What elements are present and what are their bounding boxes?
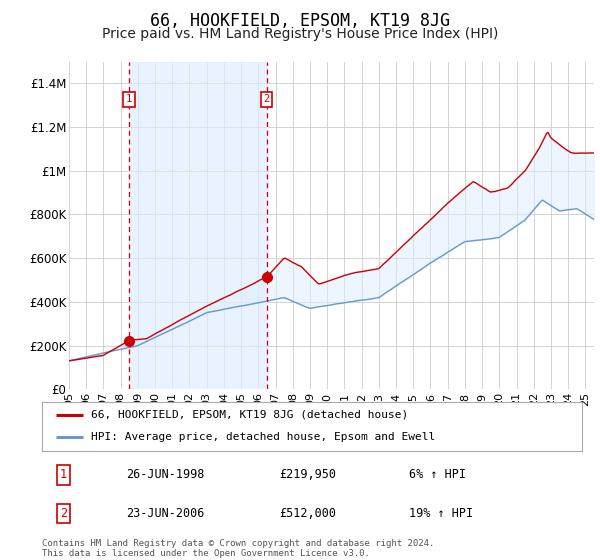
Text: 1: 1	[126, 94, 132, 104]
Text: Price paid vs. HM Land Registry's House Price Index (HPI): Price paid vs. HM Land Registry's House …	[102, 27, 498, 41]
Text: 2: 2	[263, 94, 270, 104]
Text: 1: 1	[60, 468, 67, 481]
Text: 6% ↑ HPI: 6% ↑ HPI	[409, 468, 466, 481]
Text: 2: 2	[60, 507, 67, 520]
Text: 66, HOOKFIELD, EPSOM, KT19 8JG: 66, HOOKFIELD, EPSOM, KT19 8JG	[150, 12, 450, 30]
Text: 66, HOOKFIELD, EPSOM, KT19 8JG (detached house): 66, HOOKFIELD, EPSOM, KT19 8JG (detached…	[91, 410, 408, 420]
Text: Contains HM Land Registry data © Crown copyright and database right 2024.
This d: Contains HM Land Registry data © Crown c…	[42, 539, 434, 558]
Bar	[129, 62, 266, 389]
Text: £219,950: £219,950	[280, 468, 337, 481]
Text: HPI: Average price, detached house, Epsom and Ewell: HPI: Average price, detached house, Epso…	[91, 432, 435, 442]
Text: 19% ↑ HPI: 19% ↑ HPI	[409, 507, 473, 520]
Text: £512,000: £512,000	[280, 507, 337, 520]
Text: 26-JUN-1998: 26-JUN-1998	[126, 468, 204, 481]
Text: 23-JUN-2006: 23-JUN-2006	[126, 507, 204, 520]
